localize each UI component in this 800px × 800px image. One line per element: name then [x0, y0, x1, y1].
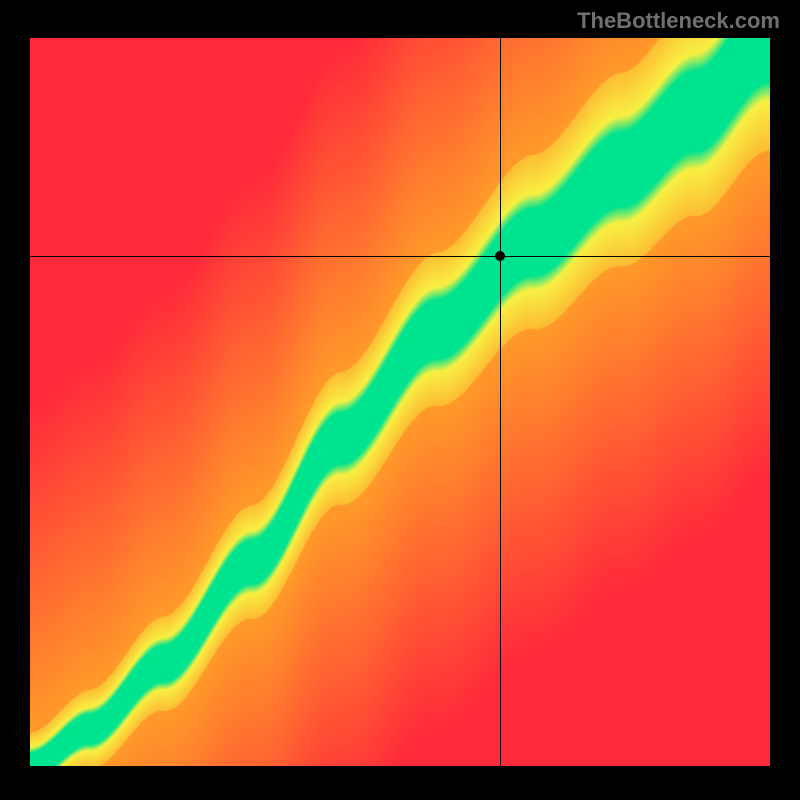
crosshair-horizontal	[30, 256, 770, 257]
selection-marker	[495, 251, 505, 261]
heatmap-plot	[30, 38, 770, 766]
heatmap-canvas	[30, 38, 770, 766]
watermark-text: TheBottleneck.com	[577, 8, 780, 34]
chart-container: TheBottleneck.com	[0, 0, 800, 800]
crosshair-vertical	[500, 38, 501, 766]
